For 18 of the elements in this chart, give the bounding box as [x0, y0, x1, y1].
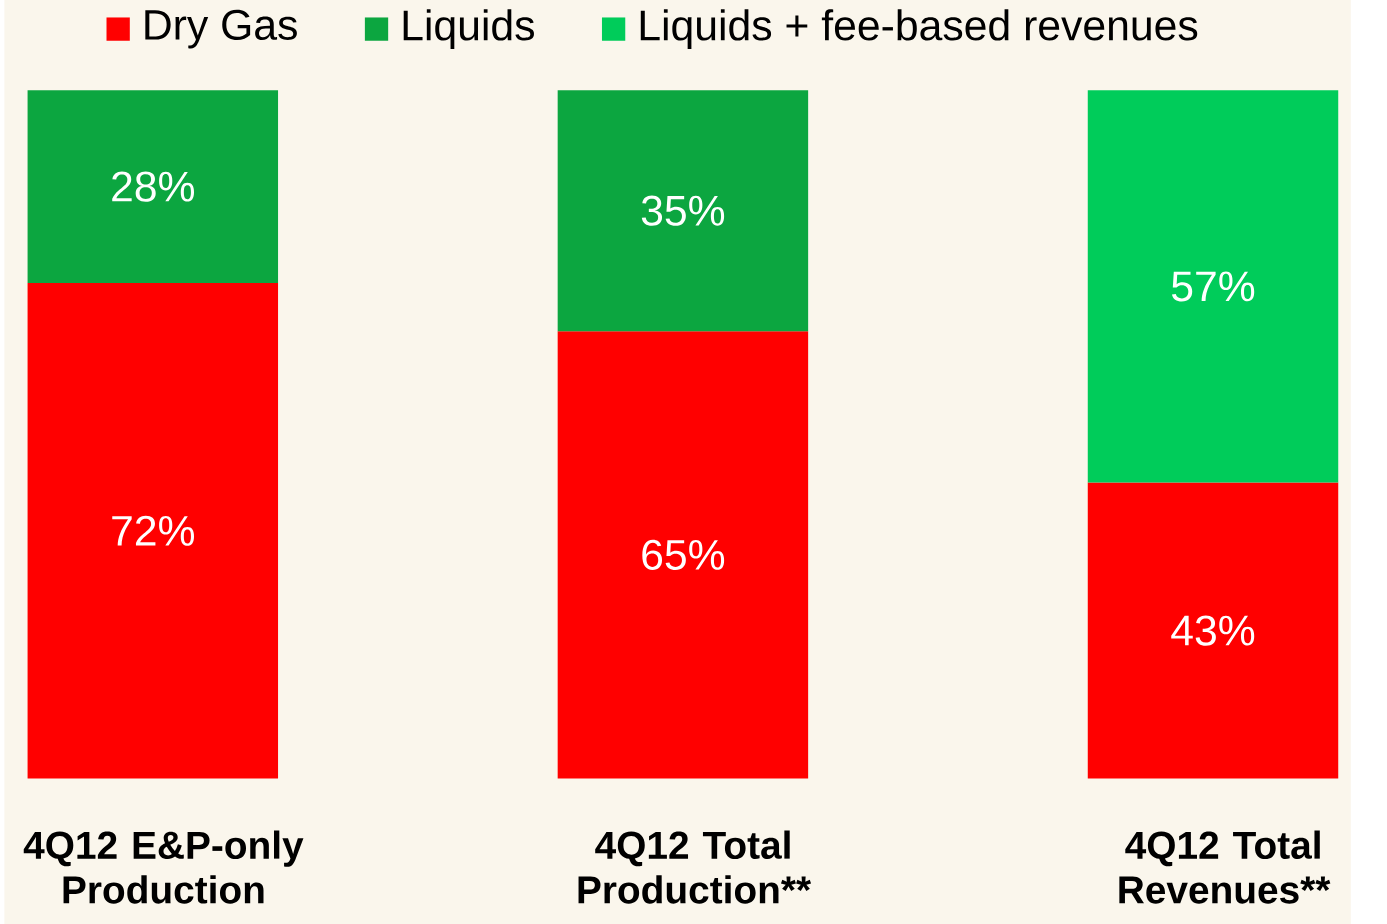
legend-label: Liquids + fee-based revenues: [640, 9, 1198, 49]
x-tick-label: 4Q12 Total Revenues**: [1119, 830, 1331, 904]
bar: [1087, 482, 1339, 779]
data-label: 43%: [1171, 615, 1255, 646]
bar: [557, 331, 809, 779]
x-tick-label: 4Q12 E&P-only Production: [23, 830, 304, 904]
data-label: 28%: [112, 171, 195, 202]
data-label: 57%: [1171, 271, 1255, 302]
legend-label: Liquids: [403, 9, 534, 49]
data-label: 72%: [112, 515, 195, 546]
bar: [1087, 90, 1339, 483]
legend-label: Dry Gas: [145, 9, 297, 49]
bar: [557, 90, 809, 332]
x-tick-label: 4Q12 Total Production**: [578, 830, 812, 904]
bar: [27, 90, 279, 283]
bar: [27, 282, 279, 779]
data-label: 35%: [641, 195, 725, 226]
data-label: 65%: [642, 539, 725, 570]
